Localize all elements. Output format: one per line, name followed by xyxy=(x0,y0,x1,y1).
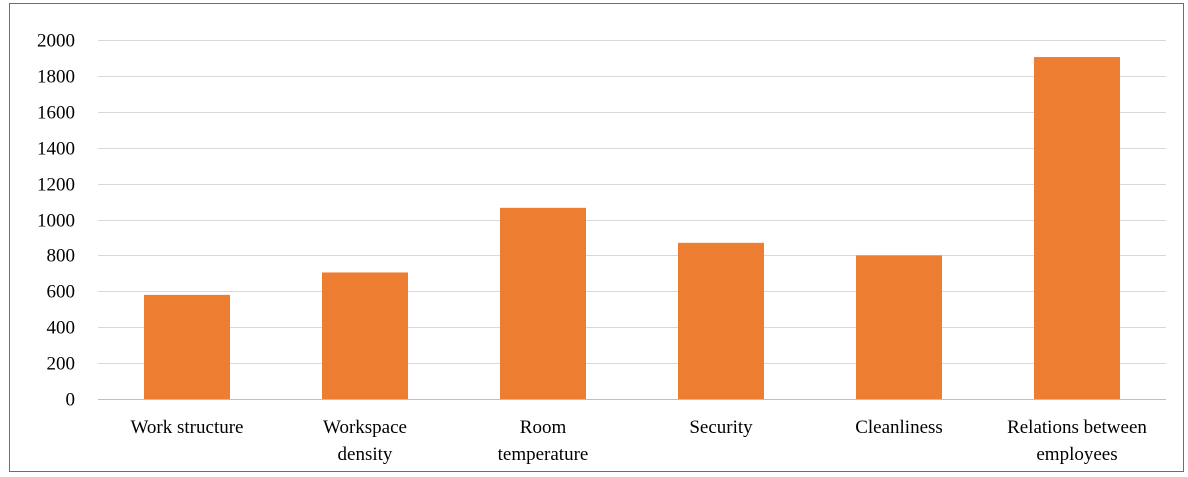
y-tick-label: 200 xyxy=(47,354,76,375)
y-tick-label: 1400 xyxy=(37,139,75,160)
x-tick-label: Work structure xyxy=(131,417,244,438)
bar xyxy=(678,242,764,399)
y-tick-label: 600 xyxy=(47,282,76,303)
x-tick-label: employees xyxy=(1036,444,1117,465)
bar xyxy=(322,272,408,399)
x-tick-label: Workspace xyxy=(323,417,407,438)
y-tick-label: 400 xyxy=(47,318,76,339)
bar xyxy=(144,294,230,399)
bars xyxy=(144,57,1120,400)
y-tick-label: 0 xyxy=(66,390,76,411)
x-tick-label: Room xyxy=(520,417,567,438)
y-tick-label: 1000 xyxy=(37,211,75,232)
y-tick-label: 2000 xyxy=(37,31,75,52)
x-tick-label: Cleanliness xyxy=(855,417,943,438)
x-axis-labels: Work structure Workspace density Room temper… xyxy=(131,417,1148,465)
x-tick-label: Relations between xyxy=(1007,417,1147,438)
y-tick-label: 1600 xyxy=(37,103,75,124)
y-tick-label: 1800 xyxy=(37,67,75,88)
bar xyxy=(856,255,942,399)
x-tick-label: Security xyxy=(689,417,753,438)
y-tick-label: 800 xyxy=(47,246,76,267)
x-tick-label: density xyxy=(338,444,393,465)
x-tick-label: temperature xyxy=(498,444,589,465)
bar xyxy=(500,207,586,399)
bar xyxy=(1034,57,1120,400)
grid-lines xyxy=(98,40,1166,364)
y-tick-label: 1200 xyxy=(37,175,75,196)
y-axis-ticks: 0 200 400 600 800 1000 1200 1400 1600 1800 2000 xyxy=(37,31,75,411)
